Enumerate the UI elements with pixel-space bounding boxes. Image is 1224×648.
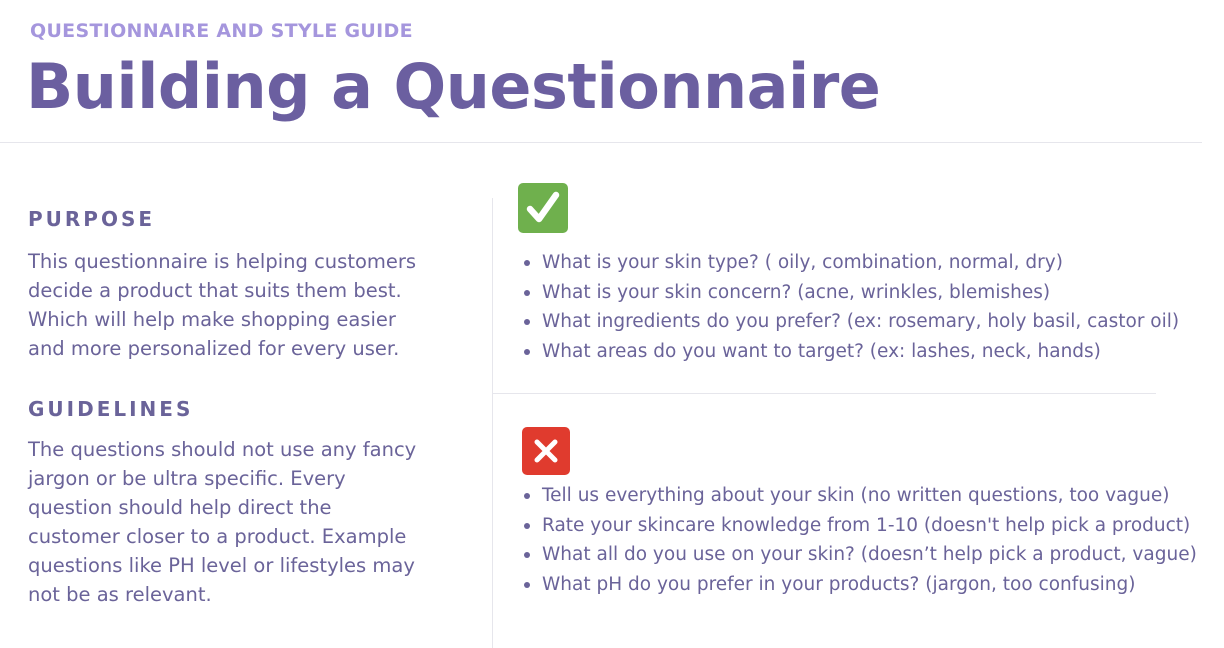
purpose-heading: PURPOSE [28,207,156,231]
header-divider [0,142,1202,143]
list-item: What is your skin type? ( oily, combinat… [524,248,1179,278]
guidelines-line: customer closer to a product. Example [28,525,407,548]
list-item: Rate your skincare knowledge from 1-10 (… [524,511,1197,541]
guidelines-heading: GUIDELINES [28,397,194,421]
guidelines-line: question should help direct the [28,496,332,519]
eyebrow-label: QUESTIONNAIRE AND STYLE GUIDE [30,20,413,42]
bad-examples-list: Tell us everything about your skin (no w… [524,481,1197,599]
guidelines-line: The questions should not use any fancy [28,438,417,461]
purpose-line: and more personalized for every user. [28,337,400,360]
list-item: What is your skin concern? (acne, wrinkl… [524,278,1179,308]
list-item: Tell us everything about your skin (no w… [524,481,1197,511]
guidelines-line: jargon or be ultra specific. Every [28,467,346,490]
guidelines-line: questions like PH level or lifestyles ma… [28,554,415,577]
purpose-line: decide a product that suits them best. [28,279,402,302]
list-item: What areas do you want to target? (ex: l… [524,337,1179,367]
purpose-line: Which will help make shopping easier [28,308,396,331]
guidelines-text: The questions should not use any fancy j… [28,435,448,609]
page-title: Building a Questionnaire [26,50,881,123]
list-item: What pH do you prefer in your products? … [524,570,1197,600]
guidelines-line: not be as relevant. [28,583,212,606]
list-item: What ingredients do you prefer? (ex: ros… [524,307,1179,337]
examples-divider [493,393,1156,394]
good-examples-list: What is your skin type? ( oily, combinat… [524,248,1179,366]
column-divider [492,198,493,648]
purpose-line: This questionnaire is helping customers [28,250,417,273]
cross-mark-icon [522,427,570,475]
list-item: What all do you use on your skin? (doesn… [524,540,1197,570]
check-mark-icon [518,183,568,233]
purpose-text: This questionnaire is helping customers … [28,247,448,363]
